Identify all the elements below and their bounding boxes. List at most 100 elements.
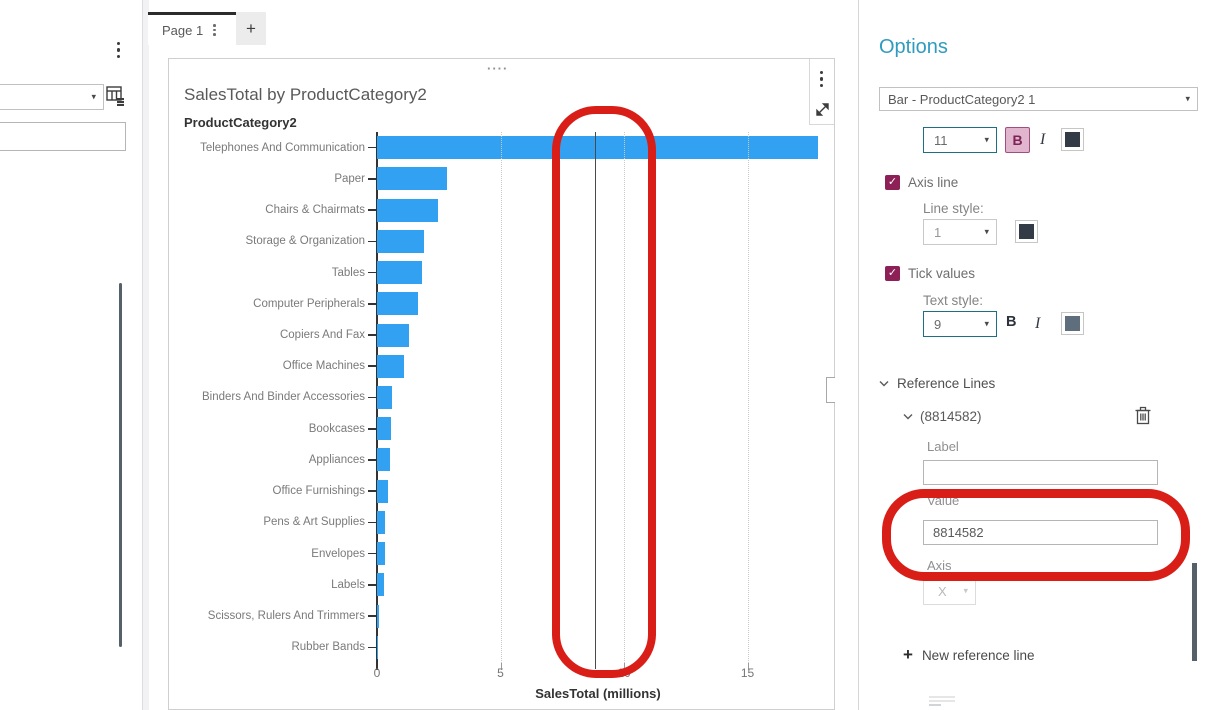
chart-row: Envelopes [169,538,836,569]
tick-italic-button[interactable]: I [1035,315,1040,333]
category-label: Appliances [308,453,365,466]
axis-tick [500,663,502,670]
chevron-down-icon: ▾ [963,585,968,596]
label-field-input[interactable] [923,460,1158,485]
bar[interactable] [377,573,384,597]
left-sidebar: ▾ [0,0,143,710]
category-label: Paper [334,172,365,185]
category-label: Office Machines [282,360,365,373]
chart-row: Copiers And Fax [169,319,836,350]
chevron-down-icon[interactable] [903,413,913,422]
panel-collapse-handle[interactable] [826,377,835,403]
sidebar-dropdown[interactable]: ▾ [0,84,104,110]
axis-line-checkbox[interactable]: ✓ [885,175,900,190]
bar[interactable] [377,136,818,160]
bar[interactable] [377,542,385,566]
category-label: Storage & Organization [245,235,365,248]
axis-tick [747,663,749,670]
bar[interactable] [377,635,379,659]
new-reference-line-button[interactable]: + New reference line [903,645,1035,665]
chart-row: Tables [169,257,836,288]
chevron-down-icon: ▾ [91,91,96,102]
reference-line[interactable] [594,132,596,669]
category-tick [368,365,376,368]
tab-menu-icon[interactable] [213,23,216,37]
italic-icon: I [1035,315,1041,332]
bar[interactable] [377,510,386,534]
category-tick [368,584,376,586]
chart-title: SalesTotal by ProductCategory2 [184,85,427,104]
bar[interactable] [377,198,439,222]
bar[interactable] [377,229,424,253]
chart-row: Bookcases [169,413,836,444]
category-tick [368,334,376,336]
category-label: Telephones And Communication [200,141,365,154]
bar[interactable] [377,448,391,472]
tick-font-size-value: 9 [934,316,942,332]
category-label: Binders And Binder Accessories [201,391,365,404]
tab-label: Page 1 [162,22,204,38]
value-field-label: Value [927,493,960,508]
label-field-label: Label [927,439,959,454]
tick-values-checkbox[interactable]: ✓ [885,266,900,281]
chart-row: Chairs & Chairmats [169,194,836,225]
reference-line-item-header[interactable]: (8814582) [920,409,982,424]
chevron-down-icon: ▾ [984,134,989,145]
value-field-input[interactable] [923,520,1158,545]
bar-chart-object[interactable]: ···· SalesTotal by ProductCategory2 Prod… [168,58,835,710]
gridline [624,132,625,663]
chart-row: Storage & Organization [169,226,836,257]
drag-handle-icon[interactable]: ···· [487,61,509,76]
options-panel-title: Options [879,36,948,58]
category-tick [368,209,376,211]
object-selector-dropdown[interactable]: Bar - ProductCategory2 1 ▾ [879,87,1198,111]
category-label: Bookcases [308,422,365,435]
category-label: Office Furnishings [272,485,365,498]
line-width-dropdown[interactable]: 1 ▾ [923,219,997,245]
axis-line-color-swatch[interactable] [1015,220,1038,243]
category-label: Tables [331,266,365,279]
add-page-tab-button[interactable]: + [236,12,266,45]
title-color-swatch[interactable] [1061,128,1084,151]
check-icon: ✓ [887,176,898,188]
bar[interactable] [377,323,410,347]
trash-icon[interactable] [1135,406,1151,430]
title-bold-button[interactable]: B [1005,127,1030,153]
value-axis-tick-label: 15 [740,666,755,680]
options-scrollbar[interactable] [1192,563,1197,661]
tick-color-swatch[interactable] [1061,312,1084,335]
sidebar-menu-icon[interactable] [117,42,121,59]
bar[interactable] [377,479,388,503]
title-font-size-value: 11 [934,132,948,148]
axis-field-label: Axis [927,558,952,573]
options-panel: Options Bar - ProductCategory2 1 ▾ 11 ▾ … [858,0,1207,710]
maximize-icon[interactable] [814,101,831,123]
tick-bold-button[interactable]: B [1006,314,1016,330]
axis-tick [624,663,625,670]
object-menu-icon[interactable] [820,71,824,88]
bar[interactable] [377,167,448,191]
chart-row: Rubber Bands [169,632,836,663]
axis-dropdown-disabled: X ▾ [923,577,976,605]
bar[interactable] [377,417,392,441]
title-font-size-dropdown[interactable]: 11 ▾ [923,127,997,153]
chevron-down-icon: ▾ [984,318,989,329]
bar[interactable] [377,385,392,409]
bar[interactable] [377,261,423,285]
data-source-icon[interactable] [106,86,125,111]
bar[interactable] [377,354,405,378]
category-label: Envelopes [311,547,365,560]
reference-lines-section-header[interactable]: Reference Lines [897,376,996,391]
category-tick [368,396,376,399]
title-italic-button[interactable]: I [1040,131,1045,149]
bar[interactable] [377,604,379,628]
tab-page-1[interactable]: Page 1 [148,12,236,45]
tick-font-size-dropdown[interactable]: 9 ▾ [923,311,997,337]
sidebar-scrollbar[interactable] [119,283,122,647]
sidebar-search-input[interactable] [0,122,126,151]
bar[interactable] [377,292,418,316]
category-tick [368,615,376,617]
category-axis-title: ProductCategory2 [184,115,297,130]
chevron-down-icon[interactable] [879,380,889,389]
category-tick [368,146,376,149]
